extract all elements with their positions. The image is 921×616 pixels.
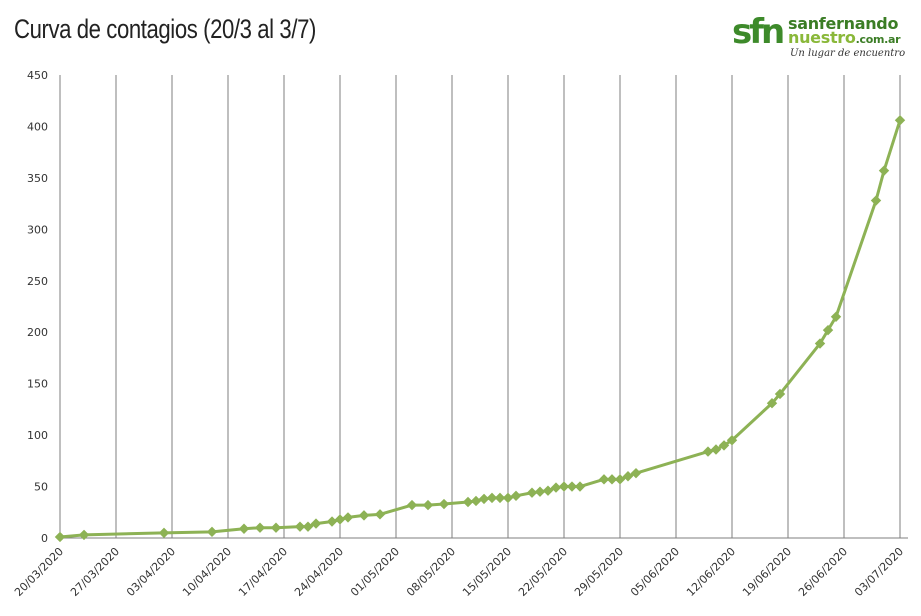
x-tick-label: 15/05/2020 [460,545,514,599]
data-point-diamond [374,509,386,520]
data-point-diamond [566,481,578,492]
data-point-diamond [502,492,514,504]
data-point-diamond [814,338,826,349]
data-point-diamond [478,493,490,505]
data-point-diamond [406,499,418,511]
data-point-diamond [510,490,522,502]
data-point-diamond [558,481,570,492]
data-point-diamond [270,522,282,533]
x-tick-label: 01/05/2020 [348,545,402,599]
data-point-diamond [550,482,562,493]
data-point-diamond [710,444,722,455]
x-axis: 20/03/2020 27/03/2020 03/04/2020 10/04/2020… [12,545,906,599]
x-tick-label: 10/04/2020 [180,545,234,599]
data-point-diamond [238,523,250,534]
y-tick-label: 150 [27,378,48,391]
data-point-diamond [78,529,90,541]
data-point-diamond [206,526,218,538]
y-tick-label: 400 [27,120,48,133]
data-point-diamond [294,521,306,532]
x-tick-label: 24/04/2020 [292,545,346,599]
y-tick-label: 350 [27,172,48,185]
data-point-diamond [598,474,610,485]
logo-text-line2: nuestro.com.ar [788,28,901,48]
data-point-diamond [622,471,634,482]
y-tick-label: 50 [34,481,48,494]
data-series [54,115,906,543]
x-tick-label: 22/05/2020 [516,545,570,599]
x-tick-label: 08/05/2020 [404,545,458,599]
data-point-diamond [774,388,786,400]
x-tick-label: 17/04/2020 [236,545,290,599]
y-tick-label: 450 [27,69,48,82]
y-tick-label: 100 [27,429,48,442]
logo-text-suffix: .com.ar [855,33,901,46]
data-point-diamond [158,527,170,539]
data-point-diamond [542,485,554,496]
data-point-diamond [830,311,842,322]
data-point-diamond [494,492,506,504]
data-point-diamond [334,514,346,525]
logo-text-line1: sanfernando [788,14,899,33]
data-point-diamond [54,531,66,543]
data-point-diamond [630,467,642,479]
x-tick-label: 12/06/2020 [684,545,738,599]
y-tick-label: 250 [27,275,48,288]
data-point-diamond [486,492,498,504]
data-point-diamond [358,510,370,521]
x-tick-label: 20/03/2020 [12,545,66,599]
x-tick-label: 19/06/2020 [740,545,794,599]
data-point-diamond [302,521,314,532]
data-point-diamond [606,474,618,485]
data-point-diamond [470,495,482,507]
data-point-diamond [326,516,338,527]
data-point-diamond [254,522,266,533]
data-point-diamond [534,486,546,497]
y-tick-label: 200 [27,326,48,339]
data-point-diamond [870,195,882,206]
data-point-diamond [422,499,434,511]
data-point-diamond [462,496,474,508]
gridlines [59,75,908,539]
y-axis: 0 50 100 150 200 250 300 350 400 450 [27,69,48,545]
y-tick-label: 0 [41,532,48,545]
data-point-diamond [878,165,890,176]
data-point-diamond [574,481,586,492]
data-point-diamond [526,487,538,498]
x-tick-label: 27/03/2020 [68,545,122,599]
data-point-diamond [342,512,354,523]
data-point-diamond [614,474,626,485]
y-tick-label: 300 [27,223,48,236]
data-point-diamond [894,115,906,126]
x-tick-label: 03/07/2020 [852,545,906,599]
logo-text-main: nuestro [788,28,856,47]
chart-title: Curva de contagios (20/3 al 3/7) [14,14,316,44]
data-point-diamond [702,446,714,457]
x-tick-label: 29/05/2020 [572,545,626,599]
series-line [59,119,902,539]
data-point-diamond [822,324,834,336]
x-tick-label: 26/06/2020 [796,545,850,599]
x-tick-label: 03/04/2020 [124,545,178,599]
logo-mark-icon: sfn [732,12,785,52]
data-point-diamond [766,398,778,409]
data-point-diamond [726,435,738,446]
data-point-diamond [438,498,450,510]
logo-tagline: Un lugar de encuentro [790,48,906,59]
brand-logo: sfn sanfernando nuestro.com.ar Un lugar … [730,10,920,65]
data-point-diamond [718,440,730,451]
data-point-diamond [310,518,322,529]
x-tick-label: 05/06/2020 [628,545,682,599]
